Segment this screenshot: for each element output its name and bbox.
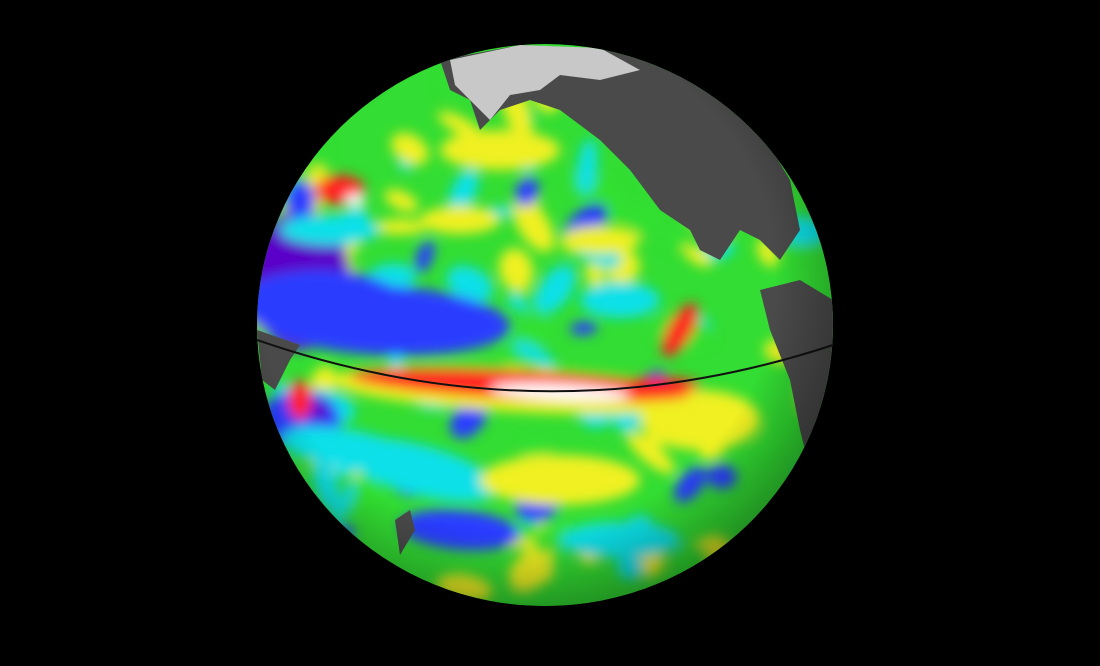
globe	[257, 44, 833, 606]
